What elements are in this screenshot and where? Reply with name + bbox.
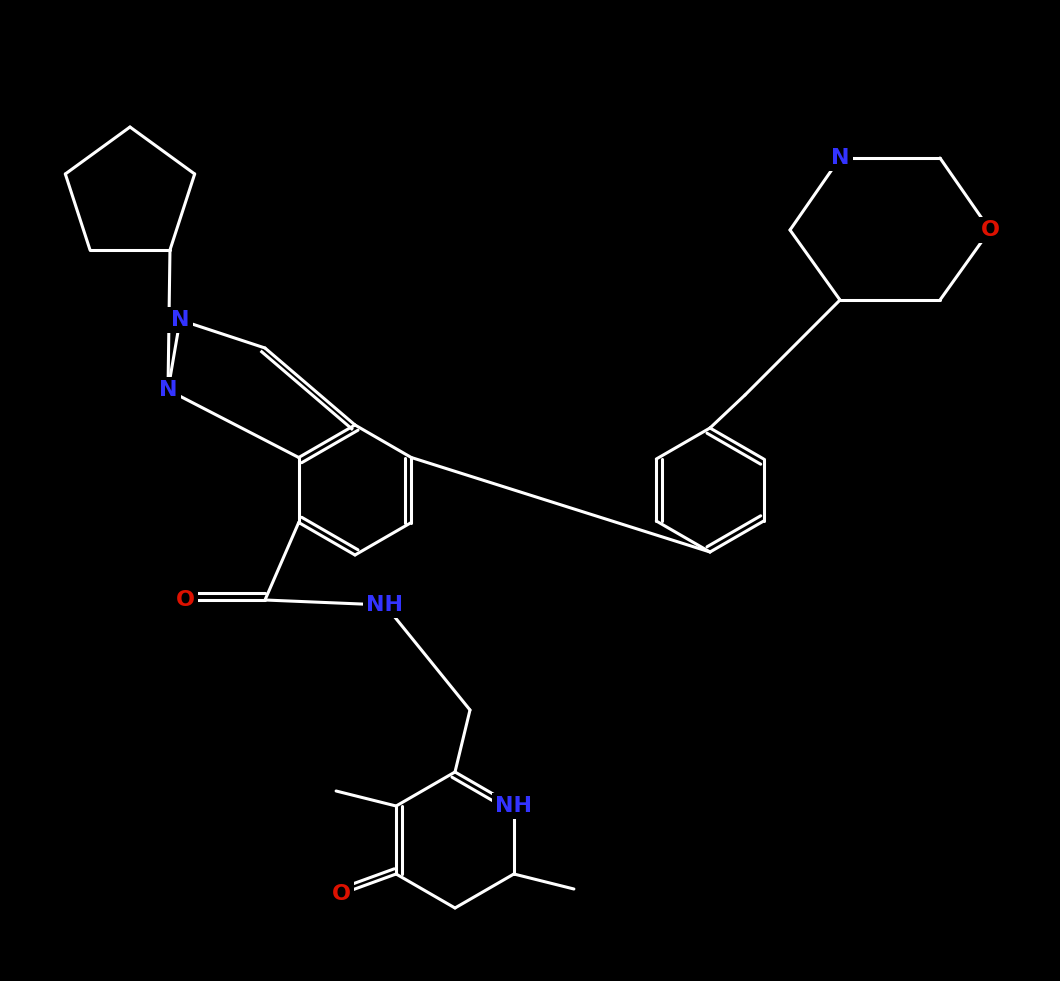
Text: O: O: [176, 590, 194, 610]
Text: N: N: [159, 380, 177, 400]
Text: O: O: [332, 884, 351, 904]
Text: O: O: [980, 220, 1000, 240]
Text: NH: NH: [495, 796, 532, 816]
Text: NH: NH: [367, 595, 404, 615]
Text: N: N: [831, 148, 849, 168]
Text: N: N: [171, 310, 190, 330]
